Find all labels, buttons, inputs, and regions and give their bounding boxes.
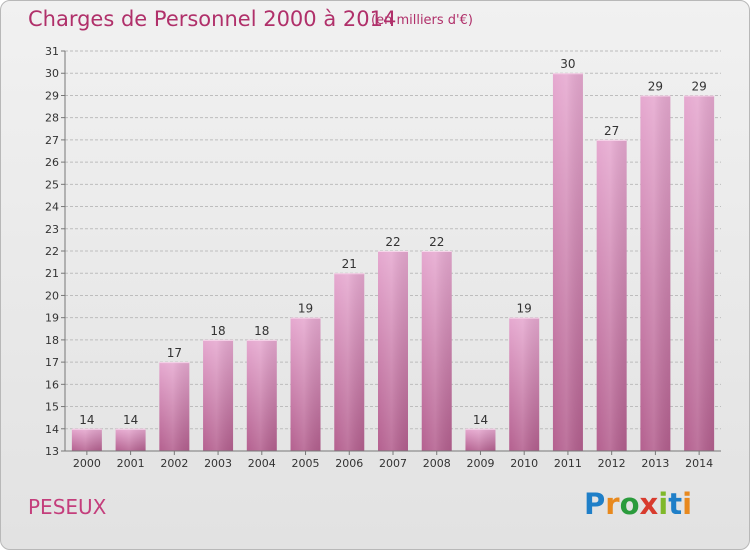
bar-shine	[290, 317, 321, 451]
y-tick-label: 20	[45, 289, 59, 302]
logo-letter: o	[619, 487, 640, 521]
bar-shine	[421, 251, 452, 451]
data-label: 19	[517, 302, 532, 316]
data-label: 22	[429, 235, 444, 249]
bar-shine	[246, 339, 277, 451]
y-tick-label: 21	[45, 267, 59, 280]
chart-title: Charges de Personnel 2000 à 2014	[28, 7, 397, 31]
x-tick-label: 2007	[379, 457, 407, 470]
place-name: PESEUX	[28, 495, 107, 519]
y-tick-label: 24	[45, 201, 59, 214]
y-tick-label: 17	[45, 356, 59, 369]
data-label: 30	[560, 57, 575, 71]
y-tick-label: 26	[45, 156, 59, 169]
logo-letter: i	[658, 487, 669, 521]
bar-shine	[509, 317, 540, 451]
chart-subtitle: (en milliers d'€)	[371, 13, 473, 28]
x-tick-label: 2012	[598, 457, 626, 470]
x-tick-label: 2014	[685, 457, 713, 470]
x-tick-label: 2011	[554, 457, 582, 470]
bar-shine	[684, 95, 715, 451]
bar-shine	[378, 251, 408, 451]
data-label: 21	[342, 257, 357, 271]
bar-shine	[596, 139, 627, 451]
y-tick-label: 15	[45, 401, 59, 414]
y-tick-label: 14	[45, 423, 59, 436]
data-label: 14	[473, 413, 488, 427]
y-tick-label: 25	[45, 178, 59, 191]
data-label: 29	[691, 79, 706, 93]
x-tick-label: 2003	[204, 457, 232, 470]
x-tick-label: 2008	[423, 457, 451, 470]
proxiti-logo[interactable]: Proxiti	[584, 487, 692, 521]
data-label: 29	[648, 79, 663, 93]
y-tick-label: 19	[45, 312, 59, 325]
bar-shine	[552, 73, 583, 451]
x-tick-label: 2013	[641, 457, 669, 470]
data-label: 17	[167, 346, 182, 360]
logo-letter: i	[682, 487, 693, 521]
y-tick-label: 18	[45, 334, 59, 347]
bar-shine	[115, 428, 146, 451]
data-label: 19	[298, 302, 313, 316]
data-label: 22	[385, 235, 400, 249]
bar-shine	[334, 273, 365, 451]
bar-shine	[159, 362, 190, 451]
x-tick-label: 2009	[466, 457, 494, 470]
data-label: 18	[210, 324, 225, 338]
y-tick-label: 28	[45, 112, 59, 125]
data-label: 18	[254, 324, 269, 338]
y-tick-label: 22	[45, 245, 59, 258]
logo-letter: P	[584, 487, 606, 521]
x-tick-label: 2000	[73, 457, 101, 470]
y-tick-label: 13	[45, 445, 59, 458]
bar-shine	[640, 95, 671, 451]
y-tick-label: 27	[45, 134, 59, 147]
y-tick-label: 30	[45, 67, 59, 80]
data-label: 14	[123, 413, 138, 427]
bar-shine	[71, 428, 102, 451]
y-tick-label: 31	[45, 45, 59, 58]
y-tick-label: 23	[45, 223, 59, 236]
bar-shine	[465, 428, 496, 451]
x-tick-label: 2001	[117, 457, 145, 470]
y-tick-label: 16	[45, 378, 59, 391]
x-tick-label: 2004	[248, 457, 276, 470]
data-label: 27	[604, 124, 619, 138]
data-label: 14	[79, 413, 94, 427]
x-tick-label: 2002	[160, 457, 188, 470]
logo-letter: x	[639, 487, 659, 521]
x-tick-label: 2006	[335, 457, 363, 470]
y-tick-label: 29	[45, 89, 59, 102]
x-tick-label: 2010	[510, 457, 538, 470]
logo-letter: t	[668, 487, 683, 521]
bar-shine	[203, 339, 234, 451]
x-tick-label: 2005	[292, 457, 320, 470]
logo-letter: r	[605, 487, 620, 521]
